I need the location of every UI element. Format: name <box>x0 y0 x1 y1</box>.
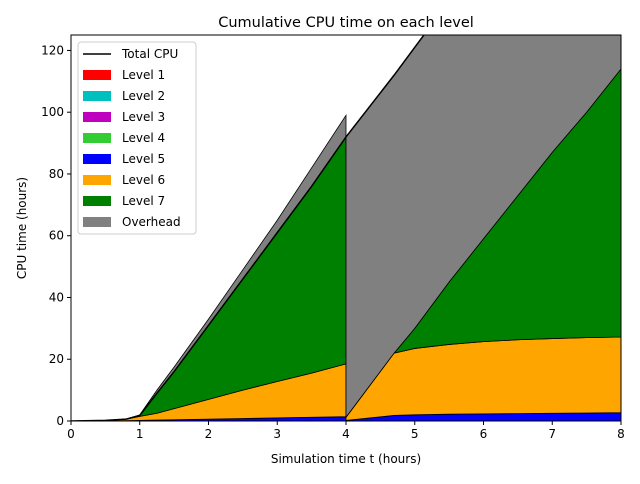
y-tick-label: 100 <box>41 105 64 119</box>
y-tick-label: 80 <box>49 167 64 181</box>
legend-swatch <box>83 217 111 227</box>
x-tick-label: 8 <box>617 427 625 441</box>
x-tick-label: 5 <box>411 427 419 441</box>
legend-swatch <box>83 133 111 143</box>
y-axis-label: CPU time (hours) <box>15 177 29 279</box>
x-tick-label: 3 <box>273 427 281 441</box>
legend-label: Level 1 <box>122 68 165 82</box>
legend-swatch <box>83 91 111 101</box>
legend-label: Level 7 <box>122 194 165 208</box>
x-tick-label: 6 <box>480 427 488 441</box>
legend-label: Level 3 <box>122 110 165 124</box>
y-tick-label: 0 <box>56 414 64 428</box>
legend-swatch <box>83 175 111 185</box>
x-tick-label: 7 <box>548 427 556 441</box>
y-tick-label: 20 <box>49 352 64 366</box>
legend: Total CPU Level 1 Level 2 Level 3 Level 4 Lev… <box>77 41 197 235</box>
legend-label: Total CPU <box>121 47 178 61</box>
legend-box <box>77 41 197 235</box>
legend-swatch <box>83 154 111 164</box>
legend-swatch <box>83 112 111 122</box>
legend-label: Level 2 <box>122 89 165 103</box>
legend-label: Level 5 <box>122 152 165 166</box>
total-cpu-line <box>71 35 425 421</box>
y-tick-label: 60 <box>49 229 64 243</box>
legend-label: Level 4 <box>122 131 165 145</box>
legend-label: Level 6 <box>122 173 165 187</box>
y-tick-label: 120 <box>41 43 64 57</box>
y-tick-label: 40 <box>49 290 64 304</box>
x-axis-label: Simulation time t (hours) <box>271 452 421 466</box>
chart-title: Cumulative CPU time on each level <box>218 15 474 31</box>
x-tick-label: 1 <box>136 427 144 441</box>
x-tick-label: 0 <box>67 427 75 441</box>
x-tick-label: 4 <box>342 427 350 441</box>
legend-swatch <box>83 70 111 80</box>
legend-label: Overhead <box>122 215 181 229</box>
legend-swatch <box>83 196 111 206</box>
x-tick-label: 2 <box>205 427 213 441</box>
